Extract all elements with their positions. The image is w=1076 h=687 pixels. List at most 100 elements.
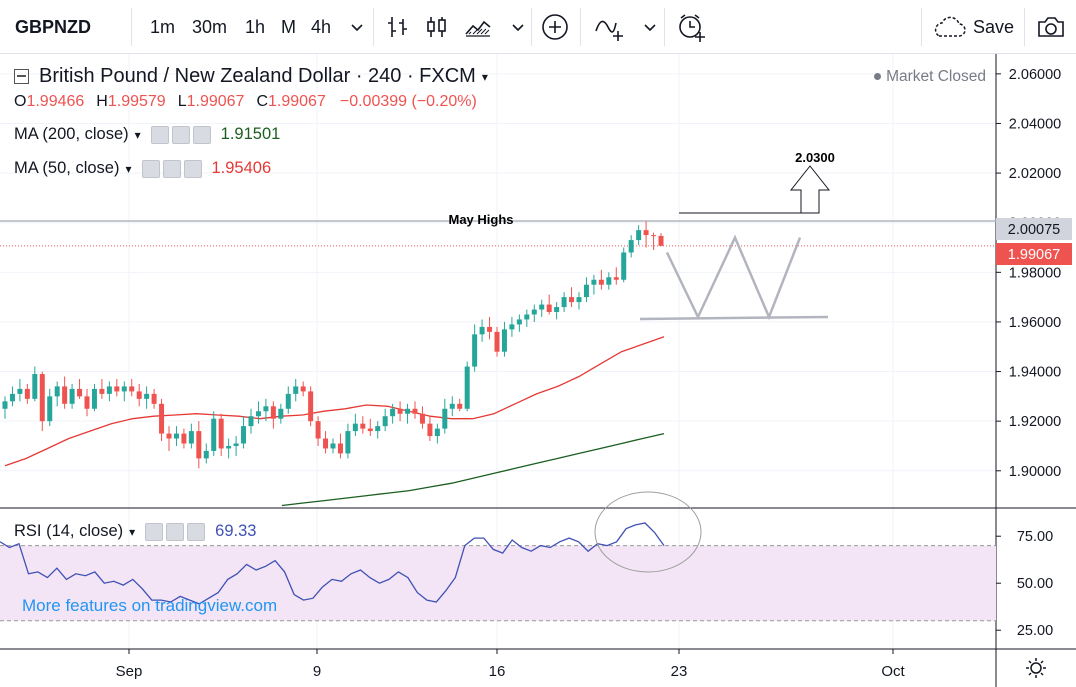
add-compare-icon[interactable] — [541, 0, 569, 54]
watermark-link[interactable]: More features on tradingview.com — [22, 596, 278, 615]
x-tick-label: Sep — [116, 663, 143, 680]
candle-body — [54, 386, 60, 397]
chevron-down-icon[interactable] — [350, 0, 364, 54]
settings-icon[interactable] — [1026, 658, 1046, 678]
ohlc-open-label: O — [14, 93, 27, 110]
candles-icon[interactable] — [426, 0, 448, 54]
rsi-highlight-ellipse[interactable] — [594, 491, 702, 573]
interval-1m[interactable]: 1m — [150, 0, 175, 54]
chevron-down-icon[interactable] — [643, 0, 657, 54]
collapse-icon[interactable] — [14, 69, 29, 84]
target-label: 2.0300 — [795, 150, 835, 165]
rsi-label[interactable]: RSI (14, close) — [14, 522, 124, 540]
toolbar-divider — [921, 8, 922, 46]
candle-body — [203, 450, 209, 459]
interval-30m[interactable]: 30m — [192, 0, 227, 54]
candle-body — [561, 297, 567, 308]
ohlc-close: 1.99067 — [268, 93, 326, 110]
eye-icon[interactable] — [150, 125, 169, 144]
close-icon[interactable] — [192, 125, 211, 144]
interval-label: 1m — [150, 16, 176, 37]
candle-body — [382, 416, 388, 427]
close-icon[interactable] — [183, 159, 202, 178]
candle-body — [166, 433, 172, 439]
alert-icon[interactable] — [676, 0, 706, 54]
camera-icon[interactable] — [1036, 0, 1066, 54]
candle-body — [330, 443, 336, 449]
candle-body — [472, 334, 478, 367]
candle-body — [62, 386, 68, 404]
x-tick-label: 9 — [313, 663, 321, 680]
candle-body — [106, 386, 112, 394]
candle-body — [323, 438, 329, 449]
arrow-up-icon[interactable] — [789, 165, 831, 214]
ma50-legend: MA (50, close) ▾ 1.95406 — [14, 159, 271, 178]
candle-body — [636, 230, 642, 241]
chevron-down-icon[interactable]: ▾ — [125, 161, 132, 176]
candle-body — [337, 443, 343, 454]
candle-body — [434, 428, 440, 437]
candle-body — [233, 443, 239, 446]
indicators-icon[interactable] — [594, 0, 628, 54]
candle-body — [91, 388, 97, 409]
candle-body — [457, 403, 463, 409]
ma200-line — [281, 432, 665, 507]
ma200-label[interactable]: MA (200, close) — [14, 125, 129, 143]
interval-4h[interactable]: 4h — [311, 0, 331, 54]
candle-body — [39, 374, 45, 422]
gear-icon[interactable] — [171, 125, 190, 144]
chart-title[interactable]: British Pound / New Zealand Dollar · 240… — [39, 65, 476, 87]
chevron-down-icon[interactable]: ▾ — [481, 69, 488, 84]
candle-body — [24, 388, 30, 399]
bars-style-icon[interactable] — [387, 0, 409, 54]
may-highs-label: May Highs — [448, 212, 513, 227]
area-chart-icon[interactable] — [464, 0, 492, 54]
gear-icon[interactable] — [162, 159, 181, 178]
rsi-legend: RSI (14, close) ▾ 69.33 — [14, 522, 256, 541]
market-status-label: Market Closed — [886, 68, 986, 85]
ma200-value: 1.91501 — [220, 125, 281, 143]
y-tick-label: 2.02000 — [1009, 166, 1061, 182]
chevron-down-icon[interactable]: ▾ — [134, 127, 141, 142]
chevron-down-icon[interactable]: ▾ — [129, 524, 136, 539]
interval-1h[interactable]: 1h — [245, 0, 265, 54]
save-label: Save — [973, 16, 1015, 37]
rsi-tick-label: 75.00 — [1017, 529, 1053, 545]
save-button[interactable]: Save — [931, 0, 1014, 54]
market-status: Market Closed — [874, 68, 986, 86]
gear-icon[interactable] — [166, 522, 185, 541]
candle-body — [263, 406, 269, 412]
rsi-tick-label: 50.00 — [1017, 576, 1053, 592]
eye-icon[interactable] — [141, 159, 160, 178]
candle-body — [278, 408, 284, 419]
y-tick-label: 1.98000 — [1009, 265, 1061, 281]
candle-body — [99, 388, 105, 394]
candle-body — [241, 426, 247, 444]
candle-body — [173, 433, 179, 439]
ma50-label[interactable]: MA (50, close) — [14, 159, 120, 177]
candle-body — [427, 423, 433, 437]
candle-body — [352, 423, 358, 432]
eye-icon[interactable] — [145, 522, 164, 541]
candle-body — [598, 279, 604, 285]
candle-body — [419, 413, 425, 424]
candle-body — [591, 279, 597, 285]
candle-body — [360, 423, 366, 429]
chevron-down-icon[interactable] — [511, 0, 525, 54]
w-pattern-path — [665, 234, 802, 321]
candle-body — [181, 433, 187, 444]
x-tick-label: 16 — [489, 663, 506, 680]
candle-body — [17, 388, 23, 394]
interval-M[interactable]: M — [281, 0, 296, 54]
candle-body — [2, 401, 8, 409]
y-tick-label: 1.94000 — [1009, 365, 1061, 381]
candle-body — [345, 431, 351, 454]
candle-body — [554, 307, 560, 313]
candle-body — [397, 408, 403, 414]
ohlc-low: 1.99067 — [186, 93, 245, 110]
close-icon[interactable] — [187, 522, 206, 541]
symbol-search[interactable]: GBPNZD — [15, 0, 91, 54]
candle-body — [47, 396, 53, 422]
candle-body — [621, 252, 627, 280]
